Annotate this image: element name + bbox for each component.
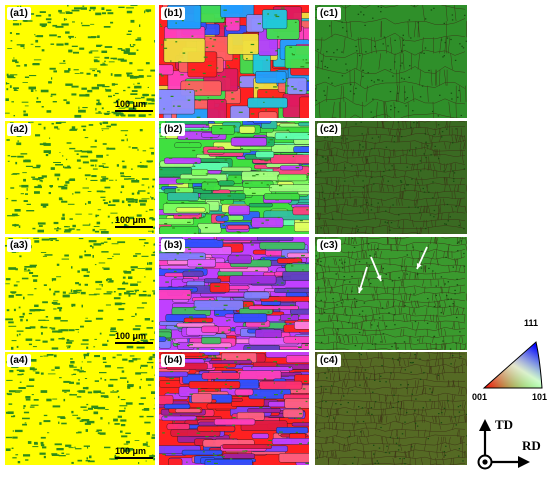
micrograph-b4 [159,352,309,465]
panel-b2: (b2) [159,121,309,234]
panel-b4: (b4) [159,352,309,465]
panel-label: (a4) [7,354,31,367]
ipf-label-001: 001 [472,392,487,402]
td-arrowhead [479,419,491,431]
rd-label: RD [522,438,541,454]
ipf-color-key: 111 001 101 [478,330,550,400]
scale-bar-line [115,226,153,228]
axis-indicator: TD RD [470,415,550,475]
panel-label: (b3) [161,239,185,252]
panel-c3: (c3) [315,237,467,350]
scale-bar-label: 100 μm [115,446,146,456]
scale-bar-label: 100 μm [115,215,146,225]
micrograph-c4 [315,352,467,465]
nd-dot [482,459,487,464]
td-label: TD [495,417,513,433]
micrograph-b1 [159,5,309,118]
scale-bar-label: 100 μm [115,99,146,109]
ipf-label-101: 101 [532,392,547,402]
panel-label: (a3) [7,239,31,252]
panel-label: (a2) [7,123,31,136]
panel-label: (c4) [317,354,341,367]
micrograph-c2 [315,121,467,234]
scale-bar-line [115,342,153,344]
micrograph-b2 [159,121,309,234]
scale-bar-line [115,110,153,112]
scale-bar-line [115,457,153,459]
panel-label: (c3) [317,239,341,252]
panel-label: (c2) [317,123,341,136]
panel-a1: (a1) 100 μm [5,5,155,118]
panel-label: (b4) [161,354,185,367]
scale-bar-label: 100 μm [115,331,146,341]
panel-a4: (a4) 100 μm [5,352,155,465]
panel-c4: (c4) [315,352,467,465]
micrograph-c1 [315,5,467,118]
panel-a2: (a2) 100 μm [5,121,155,234]
panel-a3: (a3) 100 μm [5,237,155,350]
panel-label: (b1) [161,7,185,20]
panel-label: (a1) [7,7,31,20]
panel-label: (c1) [317,7,341,20]
ipf-label-111: 111 [524,318,538,328]
panel-c2: (c2) [315,121,467,234]
panel-b1: (b1) [159,5,309,118]
panel-label: (b2) [161,123,185,136]
rd-arrowhead [518,456,530,468]
panel-b3: (b3) [159,237,309,350]
panel-c1: (c1) [315,5,467,118]
ipf-triangle [478,330,550,400]
micrograph-c3 [315,237,467,350]
micrograph-b3 [159,237,309,350]
